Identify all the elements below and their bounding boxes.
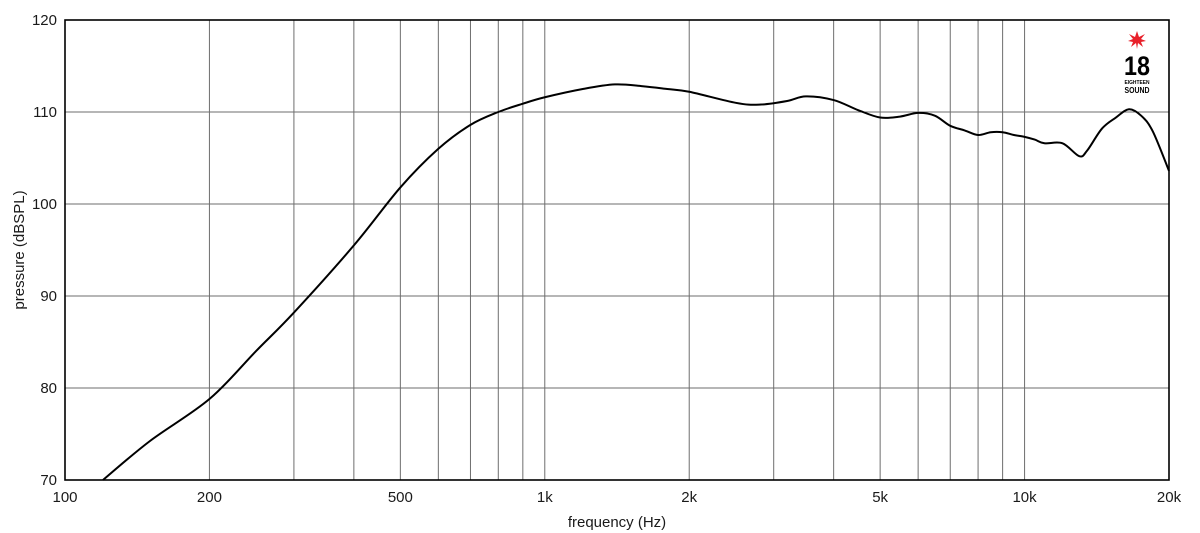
- logo-text-eighteen: EIGHTEEN: [1125, 80, 1150, 86]
- x-tick-label: 200: [197, 489, 222, 506]
- plot-frame: [64, 19, 1170, 481]
- x-tick-label: 100: [52, 489, 77, 506]
- x-tick-label: 2k: [681, 489, 697, 506]
- x-tick-label: 1k: [537, 489, 553, 506]
- red-star-icon: [1128, 31, 1146, 49]
- x-tick-label: 5k: [872, 489, 888, 506]
- response-curve-layer: [102, 83, 1170, 481]
- series-line-0: [102, 83, 1170, 481]
- y-tick-label: 120: [32, 12, 57, 29]
- y-tick-label: 70: [40, 472, 57, 489]
- y-tick-label: 110: [33, 104, 57, 121]
- tick-labels: 100 200 500 1k 2k 5k 10k 20k 70 80 90 100 110 120: [32, 12, 1182, 506]
- brand-logo: 18 EIGHTEEN SOUND: [1124, 31, 1150, 95]
- y-tick-label: 100: [32, 196, 57, 213]
- x-tick-label: 10k: [1012, 489, 1037, 506]
- y-tick-label: 80: [40, 380, 57, 397]
- x-axis-label: frequency (Hz): [568, 514, 666, 531]
- x-tick-label: 20k: [1157, 489, 1182, 506]
- logo-number: 18: [1124, 51, 1150, 81]
- y-axis-label: pressure (dBSPL): [11, 190, 28, 309]
- grid-lines: [65, 19, 1169, 481]
- logo-text-sound: SOUND: [1125, 86, 1150, 95]
- y-tick-label: 90: [40, 288, 57, 305]
- x-tick-label: 500: [388, 489, 413, 506]
